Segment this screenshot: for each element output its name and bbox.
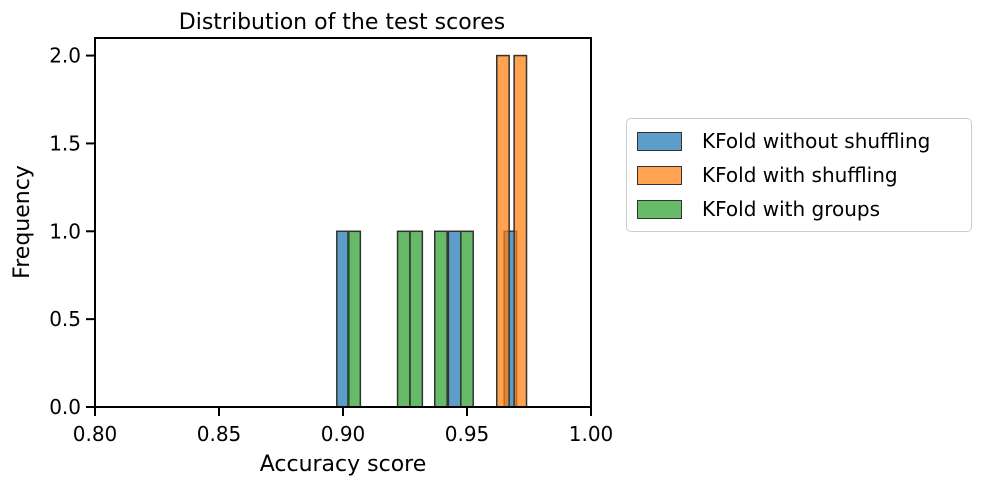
bar-series-1-bin-1 bbox=[513, 54, 528, 408]
y-tick-label: 1.5 bbox=[49, 131, 81, 155]
legend-label: KFold without shuffling bbox=[702, 129, 931, 153]
bar-series-2-bin-0 bbox=[347, 230, 362, 408]
x-tick-label: 0.80 bbox=[73, 422, 118, 446]
legend-swatch-blue bbox=[637, 131, 682, 151]
x-tick-label: 1.00 bbox=[569, 422, 614, 446]
bars-layer bbox=[336, 54, 528, 408]
y-tick-label: 0.5 bbox=[49, 307, 81, 331]
legend-item-kfold-with-groups: KFold with groups bbox=[637, 196, 880, 222]
ticks-layer: 0.80 0.85 0.90 0.95 1.00 0.0 0.5 1.0 1.5 2.0 bbox=[49, 44, 613, 446]
y-tick-label: 2.0 bbox=[49, 44, 81, 68]
y-tick-label: 0.0 bbox=[49, 395, 81, 419]
x-tick-label: 0.90 bbox=[321, 422, 366, 446]
legend-label: KFold with groups bbox=[702, 197, 881, 221]
chart-title: Distribution of the test scores bbox=[179, 10, 505, 35]
legend: KFold without shuffling KFold with shuff… bbox=[626, 118, 972, 232]
y-axis-label: Frequency bbox=[10, 165, 35, 279]
bar-series-2-bin-2 bbox=[409, 230, 424, 408]
y-tick-label: 1.0 bbox=[49, 219, 81, 243]
x-axis-label: Accuracy score bbox=[260, 452, 427, 477]
bar-series-2-bin-3 bbox=[434, 230, 448, 408]
x-tick-label: 0.85 bbox=[197, 422, 242, 446]
bar-series-0-bin-1 bbox=[447, 230, 462, 408]
legend-swatch-green bbox=[637, 199, 682, 219]
legend-swatch-orange bbox=[637, 165, 682, 185]
legend-item-kfold-with-shuffling: KFold with shuffling bbox=[637, 162, 898, 188]
legend-item-kfold-without-shuffling: KFold without shuffling bbox=[637, 128, 930, 154]
bar-series-2-bin-1 bbox=[396, 230, 411, 408]
x-tick-label: 0.95 bbox=[445, 422, 490, 446]
legend-label: KFold with shuffling bbox=[702, 163, 898, 187]
bar-series-1-bin-0 bbox=[496, 54, 510, 408]
bar-series-2-bin-4 bbox=[460, 230, 474, 408]
